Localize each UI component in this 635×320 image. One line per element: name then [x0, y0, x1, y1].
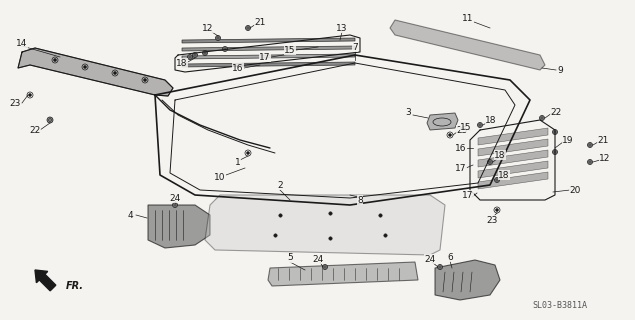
Text: 22: 22 — [551, 108, 561, 116]
Circle shape — [215, 36, 220, 41]
Text: 16: 16 — [455, 143, 467, 153]
Circle shape — [552, 130, 558, 134]
Text: FR.: FR. — [66, 281, 84, 291]
Text: 8: 8 — [357, 196, 363, 204]
Text: 12: 12 — [203, 23, 214, 33]
Polygon shape — [478, 150, 548, 167]
Circle shape — [552, 149, 558, 155]
Polygon shape — [427, 113, 458, 130]
Circle shape — [495, 209, 498, 212]
Circle shape — [246, 26, 250, 30]
Text: 19: 19 — [562, 135, 574, 145]
Polygon shape — [390, 20, 545, 70]
Polygon shape — [182, 62, 355, 67]
Text: 21: 21 — [254, 18, 265, 27]
Text: 17: 17 — [455, 164, 467, 172]
Text: 17: 17 — [259, 52, 271, 61]
Circle shape — [587, 159, 592, 164]
Text: 2: 2 — [277, 180, 283, 189]
Text: 11: 11 — [462, 13, 474, 22]
Circle shape — [83, 66, 86, 68]
Text: 24: 24 — [424, 254, 436, 263]
Polygon shape — [478, 172, 548, 189]
Text: 21: 21 — [598, 135, 609, 145]
Polygon shape — [182, 46, 355, 51]
Text: 6: 6 — [447, 252, 453, 261]
Circle shape — [488, 159, 493, 164]
Circle shape — [187, 54, 192, 60]
Polygon shape — [182, 38, 355, 43]
Text: 18: 18 — [485, 116, 497, 124]
Polygon shape — [478, 139, 548, 156]
Text: 14: 14 — [17, 38, 28, 47]
Text: 18: 18 — [177, 59, 188, 68]
Text: 15: 15 — [460, 123, 472, 132]
Text: 18: 18 — [494, 150, 505, 159]
Circle shape — [114, 71, 116, 75]
Text: 25: 25 — [457, 125, 468, 134]
Text: 1: 1 — [235, 157, 241, 166]
Polygon shape — [205, 195, 445, 255]
Circle shape — [29, 93, 32, 97]
Polygon shape — [478, 161, 548, 178]
Text: SL03-B3811A: SL03-B3811A — [533, 300, 587, 309]
Text: 12: 12 — [599, 154, 611, 163]
Polygon shape — [148, 205, 210, 248]
Polygon shape — [18, 48, 173, 96]
Text: 23: 23 — [10, 99, 21, 108]
Text: 3: 3 — [405, 108, 411, 116]
Circle shape — [495, 178, 500, 182]
Text: 5: 5 — [287, 253, 293, 262]
Circle shape — [246, 151, 250, 155]
Circle shape — [540, 116, 544, 121]
Text: 13: 13 — [337, 23, 348, 33]
Polygon shape — [182, 54, 355, 59]
Text: 24: 24 — [312, 254, 324, 263]
Circle shape — [448, 133, 451, 137]
Text: 16: 16 — [232, 63, 244, 73]
Circle shape — [192, 52, 197, 58]
Circle shape — [173, 203, 178, 207]
Text: 17: 17 — [462, 190, 474, 199]
Text: 4: 4 — [127, 211, 133, 220]
Polygon shape — [435, 260, 500, 300]
FancyArrow shape — [35, 270, 56, 291]
Circle shape — [47, 117, 53, 123]
Circle shape — [222, 46, 227, 52]
Circle shape — [478, 123, 483, 127]
Circle shape — [203, 51, 208, 55]
Circle shape — [438, 265, 443, 269]
Text: 20: 20 — [570, 186, 580, 195]
Circle shape — [144, 78, 147, 82]
Circle shape — [323, 265, 328, 269]
Polygon shape — [478, 128, 548, 145]
Circle shape — [53, 59, 57, 61]
Text: 23: 23 — [486, 215, 498, 225]
Text: 9: 9 — [557, 66, 563, 75]
Polygon shape — [268, 262, 418, 286]
Text: 24: 24 — [170, 194, 180, 203]
Text: 7: 7 — [352, 43, 358, 52]
Circle shape — [587, 142, 592, 148]
Text: 10: 10 — [214, 172, 226, 181]
Text: 22: 22 — [29, 125, 41, 134]
Text: 15: 15 — [284, 45, 296, 54]
Text: 18: 18 — [498, 171, 510, 180]
